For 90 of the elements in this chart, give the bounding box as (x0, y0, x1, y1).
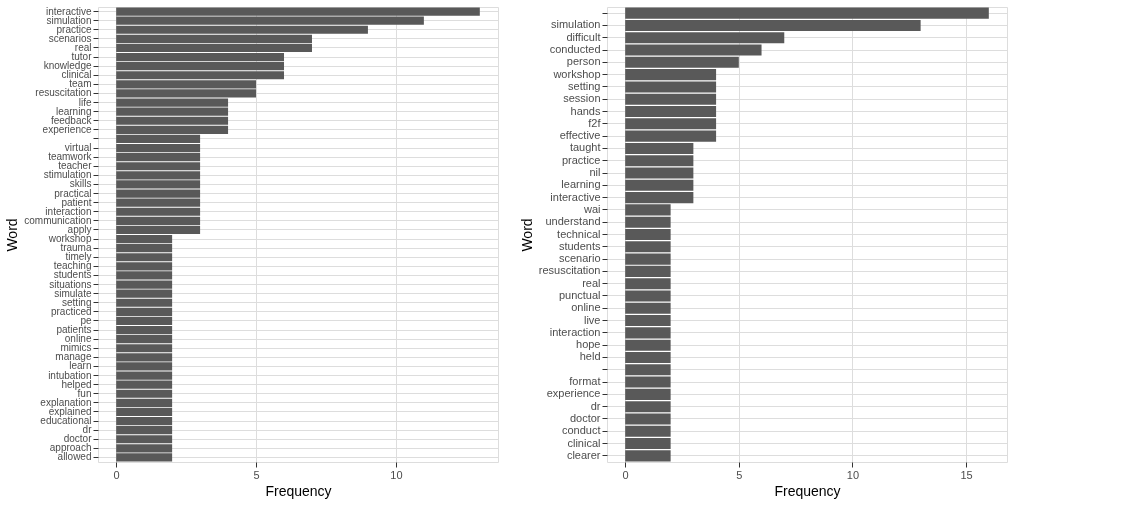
x-tick-label: 0 (622, 468, 629, 481)
y-tick-label: setting (568, 79, 601, 92)
y-tick-label: teacher (58, 160, 93, 172)
y-tick-label: wai (582, 202, 601, 215)
y-tick-label: situations (49, 278, 92, 290)
y-tick-label: practice (56, 23, 92, 35)
y-tick-label: practice (561, 153, 601, 166)
y-tick-label: simulate (54, 287, 92, 299)
y-tick-label: scenario (558, 252, 601, 265)
y-tick-label: workshop (47, 233, 92, 245)
y-tick-label: allowed (57, 451, 92, 463)
y-tick-label: pe (80, 314, 92, 326)
y-tick-label: live (583, 313, 601, 326)
y-tick-label: interaction (549, 325, 601, 338)
y-tick-label: hope (576, 338, 601, 351)
y-tick-label: simulation (46, 14, 92, 26)
y-tick-label: understand (545, 215, 601, 228)
y-tick-label: held (579, 350, 601, 363)
y-tick-label: practical (54, 187, 92, 199)
y-tick-label: students (558, 239, 601, 252)
y-tick-label: doctor (569, 411, 601, 424)
y-tick-label: communication (24, 214, 92, 226)
y-tick-label: educational (40, 415, 92, 427)
y-tick-label: technical (557, 227, 601, 240)
y-tick-label: intubation (48, 369, 92, 381)
y-tick-label: real (74, 41, 92, 53)
y-tick-label: manage (55, 351, 92, 363)
y-tick-label: conduct (561, 424, 601, 437)
x-axis-title: Frequency (774, 482, 841, 499)
y-tick-label: clinical (61, 69, 92, 81)
y-tick-label: nil (589, 166, 601, 179)
x-axis-title: Frequency (265, 482, 332, 499)
y-tick-label: teaching (53, 260, 92, 272)
y-tick-label: online (64, 333, 92, 345)
y-tick-label: interactive (45, 5, 92, 17)
y-tick-label: dr (82, 424, 93, 436)
y-tick-label: simulation (550, 18, 601, 31)
y-tick-label: helped (61, 378, 92, 390)
y-tick-label: setting (62, 296, 92, 308)
x-tick-label: 10 (390, 468, 403, 481)
y-tick-label: skills (69, 178, 92, 190)
y-tick-label: trauma (60, 242, 92, 254)
y-tick-label: format (569, 375, 601, 388)
y-tick-label: experience (42, 123, 92, 135)
y-tick-label: learning (561, 178, 601, 191)
y-tick-label: resuscitation (538, 264, 601, 277)
y-tick-label: punctual (558, 288, 601, 301)
y-tick-label: learning (55, 105, 92, 117)
y-tick-label: knowledge (43, 60, 92, 72)
y-tick-label: experience (546, 387, 601, 400)
y-tick-label: fun (77, 387, 92, 399)
y-tick-label: timely (65, 251, 92, 263)
x-tick-label: 0 (113, 468, 120, 481)
y-tick-label: difficult (566, 30, 601, 43)
y-tick-label: apply (67, 223, 92, 235)
y-tick-label: teamwork (48, 151, 93, 163)
y-tick-label: stimulation (43, 169, 92, 181)
y-tick-label: doctor (63, 433, 93, 445)
y-tick-label: team (69, 78, 92, 90)
x-tick-label: 10 (846, 468, 860, 481)
y-axis-title: Word (518, 218, 535, 252)
y-tick-label: students (53, 269, 92, 281)
y-tick-label: f2f (588, 116, 602, 129)
y-tick-label: learn (69, 360, 92, 372)
y-tick-label: workshop (552, 67, 601, 80)
y-tick-label: clearer (566, 448, 601, 461)
y-tick-label: person (566, 55, 601, 68)
y-tick-label: taught (569, 141, 601, 154)
y-tick-label: session (563, 92, 601, 105)
y-tick-label: patient (61, 196, 92, 208)
y-tick-label: effective (559, 129, 601, 142)
y-tick-label: virtual (64, 142, 92, 154)
y-tick-label: dr (590, 399, 601, 412)
y-tick-label: tutor (71, 51, 93, 63)
x-tick-label: 15 (960, 468, 973, 481)
y-tick-label: approach (49, 442, 92, 454)
y-tick-label: mimics (60, 342, 92, 354)
y-tick-label: clinical (567, 436, 601, 449)
y-axis-title: Word (4, 218, 21, 252)
y-tick-label: patients (56, 324, 92, 336)
y-tick-label: life (78, 96, 92, 108)
y-tick-label: resuscitation (35, 87, 92, 99)
y-tick-label: hands (570, 104, 601, 117)
x-tick-label: 5 (253, 468, 260, 481)
y-tick-label: online (571, 301, 601, 314)
y-tick-label: conducted (549, 43, 601, 56)
y-tick-label: interactive (550, 190, 601, 203)
x-tick-label: 5 (736, 468, 743, 481)
y-tick-label: real (582, 276, 601, 289)
y-tick-label: explanation (40, 396, 92, 408)
